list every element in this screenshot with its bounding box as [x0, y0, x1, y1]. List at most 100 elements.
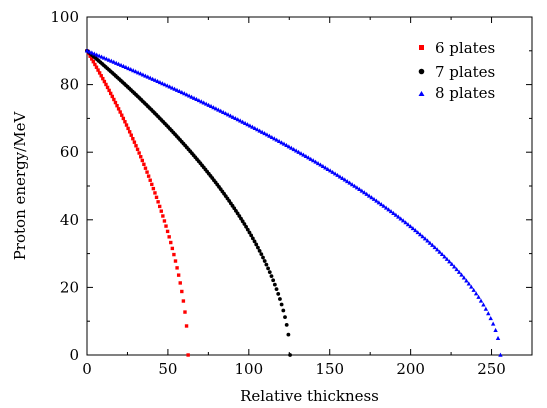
data-point — [146, 174, 151, 178]
data-point — [349, 182, 355, 187]
y-tick-label: 0 — [69, 346, 79, 364]
data-point — [156, 200, 160, 204]
data-point — [140, 158, 145, 163]
data-point — [134, 144, 138, 148]
data-point — [132, 140, 137, 144]
data-point — [435, 247, 440, 252]
data-point — [481, 302, 486, 307]
data-point — [257, 248, 262, 253]
data-point — [96, 68, 100, 72]
data-point — [94, 65, 99, 69]
data-point — [199, 99, 204, 104]
series-7-plates — [85, 48, 292, 357]
data-point — [313, 159, 318, 164]
data-point — [272, 136, 277, 141]
data-point — [96, 53, 102, 58]
data-point — [170, 246, 175, 251]
data-point — [276, 292, 281, 296]
data-point — [337, 174, 343, 179]
data-point — [369, 195, 374, 200]
data-point — [112, 97, 116, 102]
data-point — [92, 51, 97, 56]
data-point — [223, 111, 228, 116]
data-point — [151, 186, 156, 191]
x-tick-label: 50 — [158, 360, 177, 378]
ticks — [86, 16, 533, 356]
data-point — [129, 133, 133, 137]
data-point — [245, 227, 250, 232]
data-point — [148, 178, 152, 182]
data-point — [240, 119, 245, 124]
data-point — [301, 152, 306, 157]
data-point — [140, 72, 146, 77]
data-point — [335, 172, 340, 177]
data-point — [283, 315, 287, 320]
data-point — [181, 299, 186, 303]
data-point — [318, 162, 323, 167]
data-point — [89, 50, 95, 55]
data-point — [291, 146, 296, 152]
data-point — [135, 147, 140, 152]
y-tick-label: 100 — [50, 8, 79, 26]
data-point — [194, 96, 199, 102]
data-point — [111, 59, 116, 64]
data-point — [272, 282, 277, 287]
data-point — [123, 120, 127, 124]
data-point — [379, 201, 384, 207]
data-point — [169, 85, 175, 90]
data-point — [252, 239, 257, 244]
data-point — [415, 230, 420, 235]
data-point — [452, 264, 457, 269]
data-point — [332, 171, 338, 176]
data-point — [469, 284, 474, 289]
x-tick-label: 200 — [396, 360, 425, 378]
x-tick-label: 250 — [477, 360, 506, 378]
data-point — [143, 166, 148, 170]
data-point — [118, 62, 124, 67]
data-point — [483, 306, 489, 311]
legend-label-6-plates: 6 plates — [435, 39, 495, 57]
y-axis-title: Proton energy/MeV — [11, 111, 29, 261]
data-point — [271, 278, 276, 283]
data-point — [425, 238, 430, 243]
data-point — [203, 101, 209, 106]
data-point — [118, 110, 122, 114]
data-point — [464, 278, 469, 283]
y-tick-label: 40 — [60, 211, 79, 229]
data-point — [159, 209, 163, 213]
data-point — [247, 230, 252, 235]
data-point — [493, 327, 498, 332]
data-point — [308, 156, 313, 161]
data-point — [113, 100, 118, 105]
data-point — [173, 259, 178, 263]
data-point — [374, 198, 379, 203]
data-point — [116, 61, 121, 66]
data-point — [165, 229, 170, 234]
data-point — [432, 245, 437, 250]
data-point — [162, 219, 167, 223]
data-point — [286, 332, 291, 337]
data-point — [381, 203, 386, 208]
y-tick-label: 60 — [60, 143, 79, 161]
data-point — [449, 261, 455, 266]
x-tick-label: 150 — [315, 360, 344, 378]
data-point — [225, 112, 231, 117]
data-point — [347, 180, 352, 185]
data-point — [145, 74, 151, 79]
data-point — [102, 79, 107, 84]
data-point — [157, 80, 163, 85]
data-point — [164, 224, 168, 228]
data-point — [126, 126, 130, 131]
x-axis-title: Relative thickness — [240, 387, 379, 405]
data-point — [417, 232, 423, 237]
data-point — [94, 52, 99, 57]
data-point — [220, 109, 226, 114]
data-point — [471, 287, 476, 292]
data-point — [121, 116, 126, 121]
data-point — [439, 251, 445, 257]
data-point — [410, 226, 416, 231]
data-point — [298, 151, 304, 156]
data-point — [396, 214, 401, 219]
legend-marker-7-plates — [418, 68, 425, 75]
data-point — [137, 151, 141, 155]
